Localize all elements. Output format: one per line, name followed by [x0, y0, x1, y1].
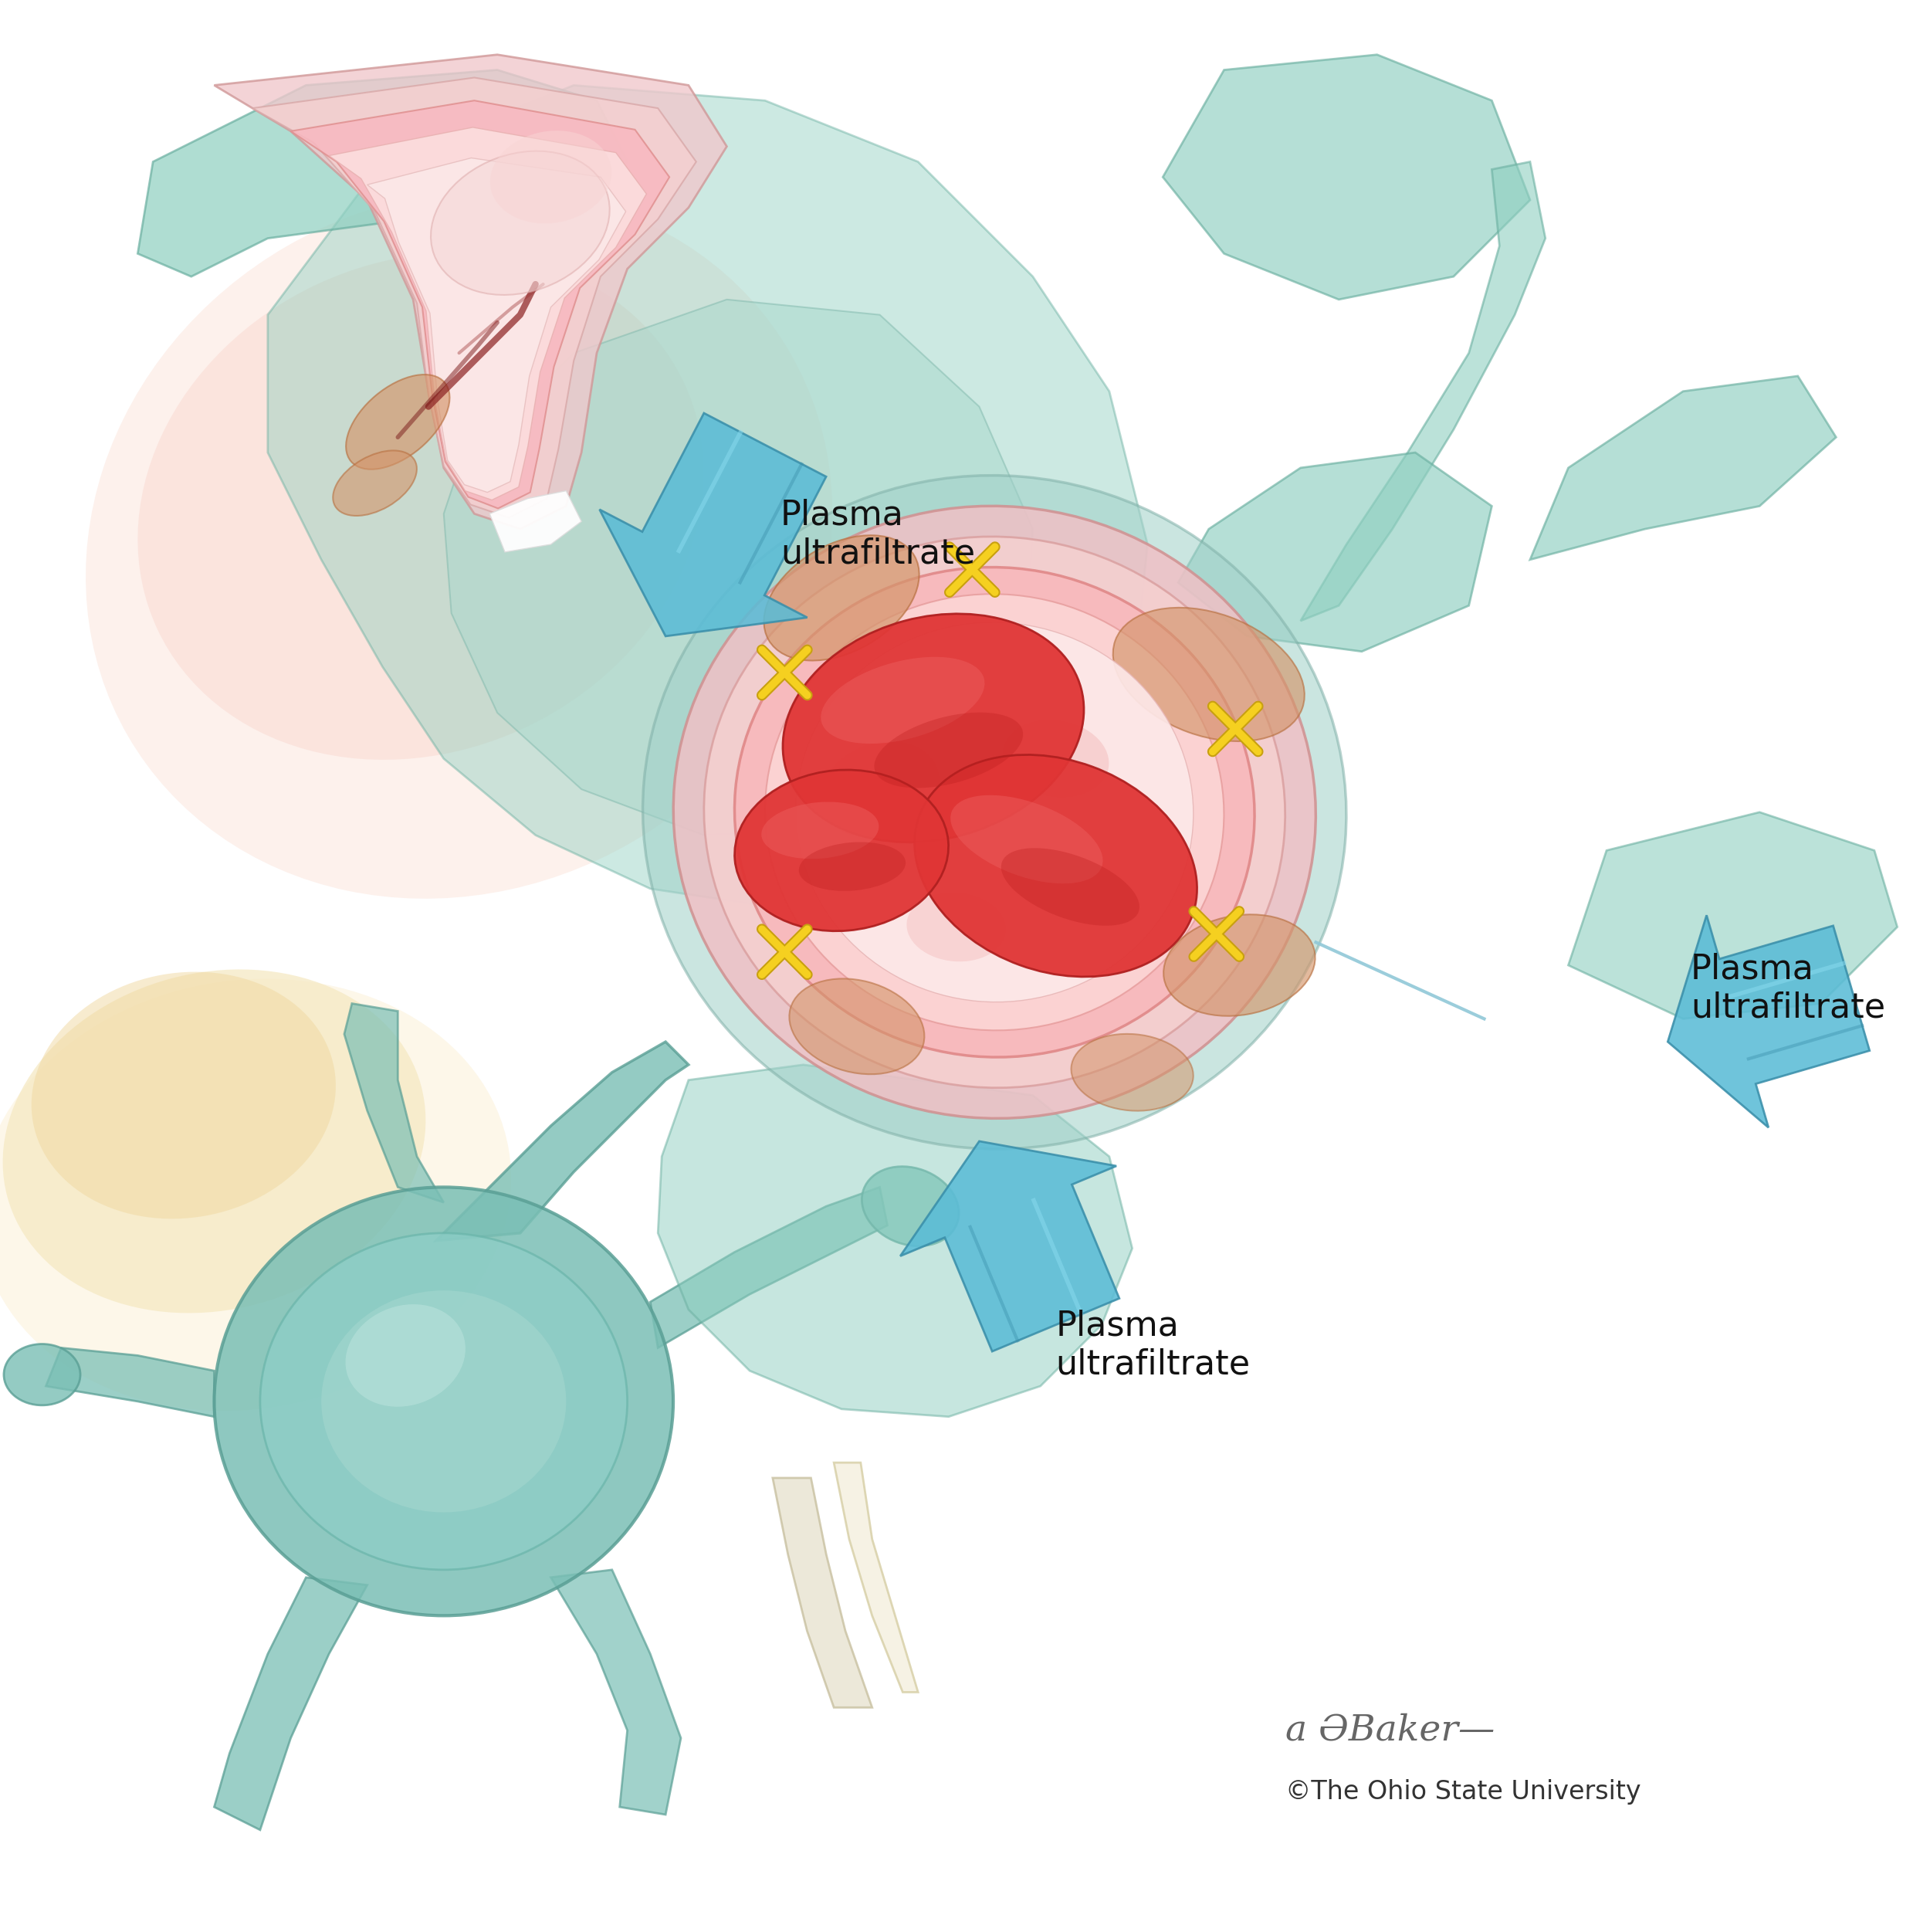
Ellipse shape	[735, 769, 948, 931]
Polygon shape	[550, 1571, 681, 1814]
Ellipse shape	[643, 475, 1347, 1150]
Ellipse shape	[490, 131, 612, 224]
Ellipse shape	[704, 537, 1285, 1088]
Ellipse shape	[85, 189, 832, 898]
Text: Plasma
ultrafiltrate: Plasma ultrafiltrate	[1056, 1310, 1251, 1381]
Polygon shape	[834, 1463, 919, 1692]
Ellipse shape	[320, 1291, 565, 1513]
Polygon shape	[1177, 452, 1492, 651]
Polygon shape	[367, 158, 625, 493]
Polygon shape	[444, 299, 1033, 835]
Ellipse shape	[2, 970, 427, 1314]
Polygon shape	[291, 100, 670, 508]
Ellipse shape	[795, 622, 1193, 1003]
Polygon shape	[253, 77, 697, 518]
Ellipse shape	[345, 1304, 465, 1406]
Ellipse shape	[950, 796, 1102, 883]
Polygon shape	[1164, 54, 1530, 299]
Polygon shape	[344, 1003, 444, 1202]
Ellipse shape	[907, 893, 1006, 962]
Ellipse shape	[1114, 609, 1305, 742]
Ellipse shape	[137, 253, 704, 759]
Ellipse shape	[760, 802, 878, 860]
Polygon shape	[600, 413, 826, 636]
Ellipse shape	[1002, 848, 1139, 925]
Ellipse shape	[915, 755, 1197, 978]
Polygon shape	[1668, 916, 1870, 1128]
Ellipse shape	[1071, 1034, 1193, 1111]
Ellipse shape	[1164, 914, 1314, 1016]
Ellipse shape	[1002, 721, 1110, 798]
Polygon shape	[1301, 162, 1546, 620]
Polygon shape	[137, 70, 627, 276]
Polygon shape	[328, 128, 647, 500]
Polygon shape	[214, 54, 728, 529]
Ellipse shape	[764, 593, 1224, 1030]
Ellipse shape	[874, 713, 1023, 788]
Polygon shape	[658, 1065, 1133, 1416]
Ellipse shape	[784, 614, 1085, 842]
Polygon shape	[772, 1478, 872, 1708]
Polygon shape	[46, 1349, 214, 1416]
Polygon shape	[268, 85, 1148, 912]
Text: a ƏBaker—: a ƏBaker—	[1285, 1714, 1494, 1748]
Ellipse shape	[799, 842, 905, 891]
Ellipse shape	[674, 506, 1316, 1119]
Polygon shape	[899, 1142, 1119, 1350]
Ellipse shape	[4, 1345, 81, 1405]
Ellipse shape	[820, 742, 940, 837]
Polygon shape	[490, 491, 581, 553]
Ellipse shape	[31, 972, 336, 1219]
Ellipse shape	[0, 980, 511, 1410]
Text: Plasma
ultrafiltrate: Plasma ultrafiltrate	[780, 498, 975, 570]
Text: ©The Ohio State University: ©The Ohio State University	[1285, 1779, 1640, 1804]
Ellipse shape	[735, 568, 1254, 1057]
Polygon shape	[1530, 377, 1835, 560]
Ellipse shape	[261, 1233, 627, 1571]
Ellipse shape	[430, 151, 610, 296]
Polygon shape	[650, 1186, 888, 1349]
Ellipse shape	[863, 1167, 959, 1246]
Ellipse shape	[820, 657, 984, 744]
Ellipse shape	[764, 535, 919, 661]
Ellipse shape	[214, 1186, 674, 1615]
Text: Plasma
ultrafiltrate: Plasma ultrafiltrate	[1691, 952, 1886, 1024]
Ellipse shape	[332, 450, 417, 516]
Ellipse shape	[345, 375, 450, 469]
Polygon shape	[436, 1041, 689, 1240]
Polygon shape	[214, 1577, 367, 1830]
Polygon shape	[1569, 811, 1897, 1018]
Ellipse shape	[789, 980, 924, 1074]
